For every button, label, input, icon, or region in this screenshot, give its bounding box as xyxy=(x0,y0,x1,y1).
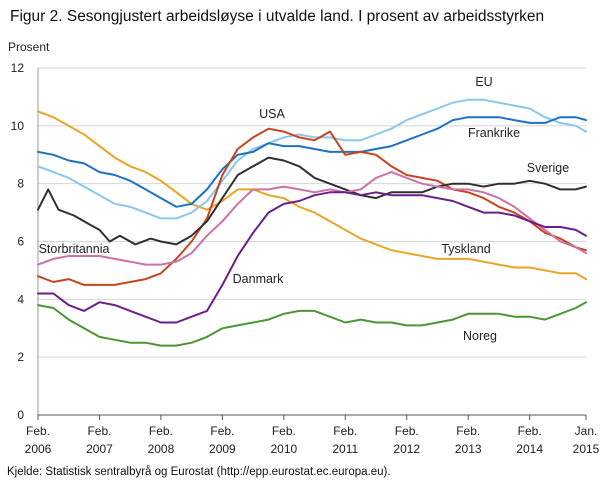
x-tick-label-year: 2012 xyxy=(393,442,420,456)
y-tick-label: 4 xyxy=(17,292,24,306)
x-tick-label-month: Feb. xyxy=(87,424,111,438)
x-axis: Feb. 2006 Feb. 2007 Feb. 2008 Feb. 2009 Feb. 2010… xyxy=(25,415,600,456)
x-tick-label-month: Feb. xyxy=(210,424,234,438)
x-tick-label-year: 2011 xyxy=(332,442,358,456)
y-tick-label: 0 xyxy=(17,408,24,422)
x-tick-label-year: 2015 xyxy=(573,442,600,456)
series-line-eu xyxy=(37,98,587,220)
series-label-eu: EU xyxy=(475,75,492,89)
x-tick-label-year: 2006 xyxy=(25,442,52,456)
y-tick-label: 6 xyxy=(17,235,24,249)
x-tick-label-year: 2009 xyxy=(209,442,236,456)
series-line-storbritannia xyxy=(37,171,587,266)
y-tick-label: 12 xyxy=(11,61,25,75)
x-tick-label-month: Feb. xyxy=(26,424,50,438)
figure-title: Figur 2. Sesongjustert arbeidsløyse i ut… xyxy=(10,8,545,25)
x-tick-label-year: 2007 xyxy=(86,442,113,456)
x-tick-label-year: 2014 xyxy=(516,442,543,456)
series-label-usa: USA xyxy=(259,107,285,121)
series-line-noreg xyxy=(37,301,587,347)
series-line-frankrike xyxy=(37,116,587,208)
series-line-tyskland xyxy=(37,110,587,281)
x-tick-label-year: 2013 xyxy=(455,442,482,456)
series-label-noreg: Noreg xyxy=(463,329,497,343)
series-label-danmark: Danmark xyxy=(233,272,284,286)
x-tick-label-month: Jan. xyxy=(575,424,598,438)
x-tick-label-month: Feb. xyxy=(518,424,542,438)
y-tick-label: 2 xyxy=(17,350,24,364)
x-tick-label-month: Feb. xyxy=(456,424,480,438)
y-tick-label: 8 xyxy=(17,177,24,191)
series-lines xyxy=(37,98,587,347)
y-axis-title: Prosent xyxy=(8,40,50,54)
series-label-storbritannia: Storbritannia xyxy=(39,242,110,256)
series-label-sverige: Sverige xyxy=(527,161,569,175)
gridlines xyxy=(37,67,586,416)
y-tick-label: 10 xyxy=(11,119,25,133)
x-tick-label-year: 2008 xyxy=(148,442,175,456)
series-label-tyskland: Tyskland xyxy=(441,242,490,256)
series-line-usa xyxy=(37,127,587,286)
x-tick-label-year: 2010 xyxy=(270,442,297,456)
series-line-sverige xyxy=(37,156,587,246)
source-note: Kjelde: Statistisk sentralbyrå og Eurost… xyxy=(7,466,391,478)
series-label-frankrike: Frankrike xyxy=(468,126,520,140)
y-axis: 0 2 4 6 8 10 12 Prosent xyxy=(8,40,50,422)
x-tick-label-month: Feb. xyxy=(395,424,419,438)
x-tick-label-month: Feb. xyxy=(149,424,173,438)
series-line-danmark xyxy=(37,191,587,324)
series-labels: Tyskland EU Frankrike USA Sverige Storbritann… xyxy=(39,75,570,343)
x-tick-label-month: Feb. xyxy=(272,424,296,438)
x-tick-label-month: Feb. xyxy=(333,424,357,438)
